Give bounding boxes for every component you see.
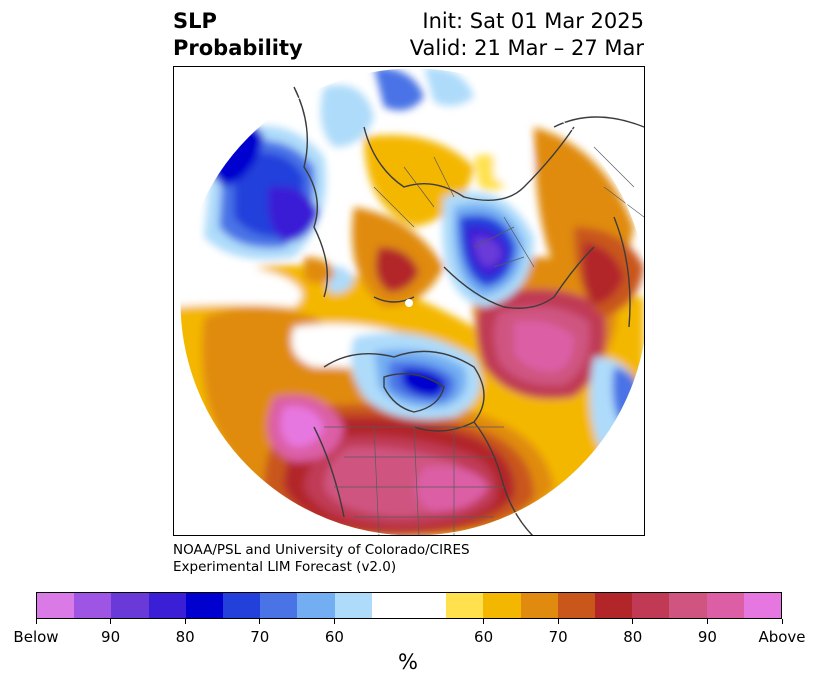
title-line1: SLP xyxy=(173,9,217,33)
colorbar-tick-label: Above xyxy=(758,628,806,646)
colorbar-unit: % xyxy=(398,650,418,674)
credit-line1: NOAA/PSL and University of Colorado/CIRE… xyxy=(173,542,470,558)
colorbar-swatch xyxy=(409,593,447,618)
colorbar-swatch xyxy=(446,593,484,618)
colorbar-tick-mark xyxy=(781,619,783,624)
credit-text: NOAA/PSL and University of Colorado/CIRE… xyxy=(173,542,470,576)
colorbar-swatch xyxy=(743,593,782,618)
colorbar-tick-label: 60 xyxy=(474,628,494,646)
colorbar-tick-mark xyxy=(557,619,559,624)
colorbar-tick-label: 70 xyxy=(250,628,270,646)
valid-range: Valid: 21 Mar – 27 Mar xyxy=(409,36,644,60)
colorbar-swatch xyxy=(111,593,149,618)
colorbar-tick-mark xyxy=(483,619,485,624)
colorbar-tick-mark xyxy=(259,619,261,624)
colorbar-tick-mark xyxy=(35,619,37,624)
north-pole-marker xyxy=(405,299,413,307)
map-title: SLP Probability xyxy=(173,8,303,62)
colorbar-swatch xyxy=(669,593,707,618)
colorbar-swatch xyxy=(595,593,633,618)
colorbar-tick-mark xyxy=(110,619,112,624)
colorbar-tick-label: 90 xyxy=(697,628,717,646)
title-line2: Probability xyxy=(173,36,303,60)
colorbar-swatch xyxy=(520,593,558,618)
colorbar-swatch xyxy=(74,593,112,618)
forecast-map xyxy=(173,66,645,536)
colorbar-swatch xyxy=(297,593,335,618)
colorbar-tick-mark xyxy=(706,619,708,624)
colorbar-tick-label: 70 xyxy=(548,628,568,646)
colorbar-swatch xyxy=(371,593,410,618)
colorbar-tick-mark xyxy=(184,619,186,624)
colorbar-swatch xyxy=(148,593,186,618)
forecast-dates: Init: Sat 01 Mar 2025 Valid: 21 Mar – 27… xyxy=(410,8,644,62)
map-disk-edge xyxy=(179,67,644,535)
init-date: Init: Sat 01 Mar 2025 xyxy=(422,9,644,33)
colorbar-swatch xyxy=(334,593,372,618)
colorbar-swatch xyxy=(632,593,670,618)
borders xyxy=(324,146,644,535)
colorbar-tick-mark xyxy=(333,619,335,624)
colorbar-tick-label: 80 xyxy=(175,628,195,646)
credit-line2: Experimental LIM Forecast (v2.0) xyxy=(173,559,397,575)
colorbar-tick-label: 80 xyxy=(623,628,643,646)
colorbar-swatch xyxy=(37,593,75,618)
colorbar-swatch xyxy=(185,593,224,618)
colorbar-tick-mark xyxy=(632,619,634,624)
colorbar-swatch xyxy=(557,593,596,618)
colorbar-swatch xyxy=(223,593,261,618)
colorbar-tick-label: 90 xyxy=(101,628,121,646)
colorbar xyxy=(36,592,782,619)
map-svg xyxy=(179,67,644,535)
colorbar-swatch xyxy=(483,593,521,618)
colorbar-swatch xyxy=(260,593,298,618)
colorbar-tick-label: 60 xyxy=(324,628,344,646)
colorbar-swatch xyxy=(706,593,744,618)
colorbar-tick-label: Below xyxy=(13,628,59,646)
